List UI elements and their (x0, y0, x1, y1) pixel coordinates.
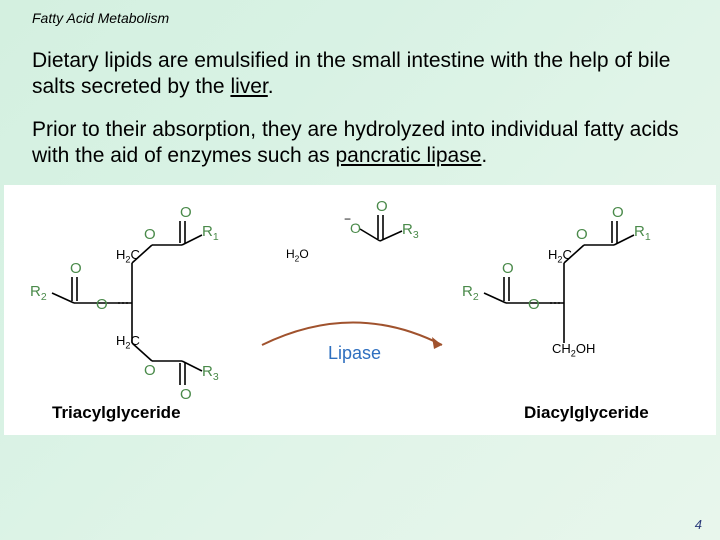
svg-text:O: O (96, 296, 108, 313)
svg-text:O: O (376, 198, 388, 215)
paragraph-1: Dietary lipids are emulsified in the sma… (32, 48, 688, 101)
r1-left: R1 (202, 223, 219, 243)
ch2oh-label: CH2OH (552, 341, 595, 359)
lipase-label: Lipase (328, 343, 381, 364)
svg-text:O: O (528, 296, 540, 313)
r2-left: R2 (30, 283, 47, 303)
reaction-svg: O O O O O O O O − (4, 185, 716, 435)
para1-post: . (268, 75, 274, 98)
svg-text:−: − (344, 212, 351, 226)
svg-text:O: O (70, 260, 82, 277)
paragraph-2: Prior to their absorption, they are hydr… (32, 117, 688, 170)
body-text: Dietary lipids are emulsified in the sma… (0, 26, 720, 169)
r1-right: R1 (634, 223, 651, 243)
para1-underline: liver (230, 75, 267, 98)
r3-product: R3 (402, 221, 419, 241)
para1-pre: Dietary lipids are emulsified in the sma… (32, 49, 670, 98)
svg-text:O: O (612, 204, 624, 221)
para2-underline: pancratic lipase (336, 144, 482, 167)
svg-text:O: O (180, 386, 192, 403)
slide-header: Fatty Acid Metabolism (0, 0, 720, 26)
reaction-diagram: O O O O O O O O − (4, 185, 716, 435)
triacylglyceride-label: Triacylglyceride (52, 403, 181, 423)
h2c-top-right: H2C (548, 247, 572, 265)
svg-text:O: O (180, 204, 192, 221)
diacylglyceride-label: Diacylglyceride (524, 403, 649, 423)
page-number: 4 (695, 517, 702, 532)
para2-post: . (481, 144, 487, 167)
h2c-bot-left: H2C (116, 333, 140, 351)
svg-text:O: O (576, 226, 588, 243)
svg-text:O: O (350, 220, 361, 236)
svg-text:O: O (144, 226, 156, 243)
r3-left: R3 (202, 363, 219, 383)
h2o-label: H2O (286, 247, 309, 263)
svg-text:O: O (144, 362, 156, 379)
r2-right: R2 (462, 283, 479, 303)
svg-text:O: O (502, 260, 514, 277)
h2c-top-left: H2C (116, 247, 140, 265)
